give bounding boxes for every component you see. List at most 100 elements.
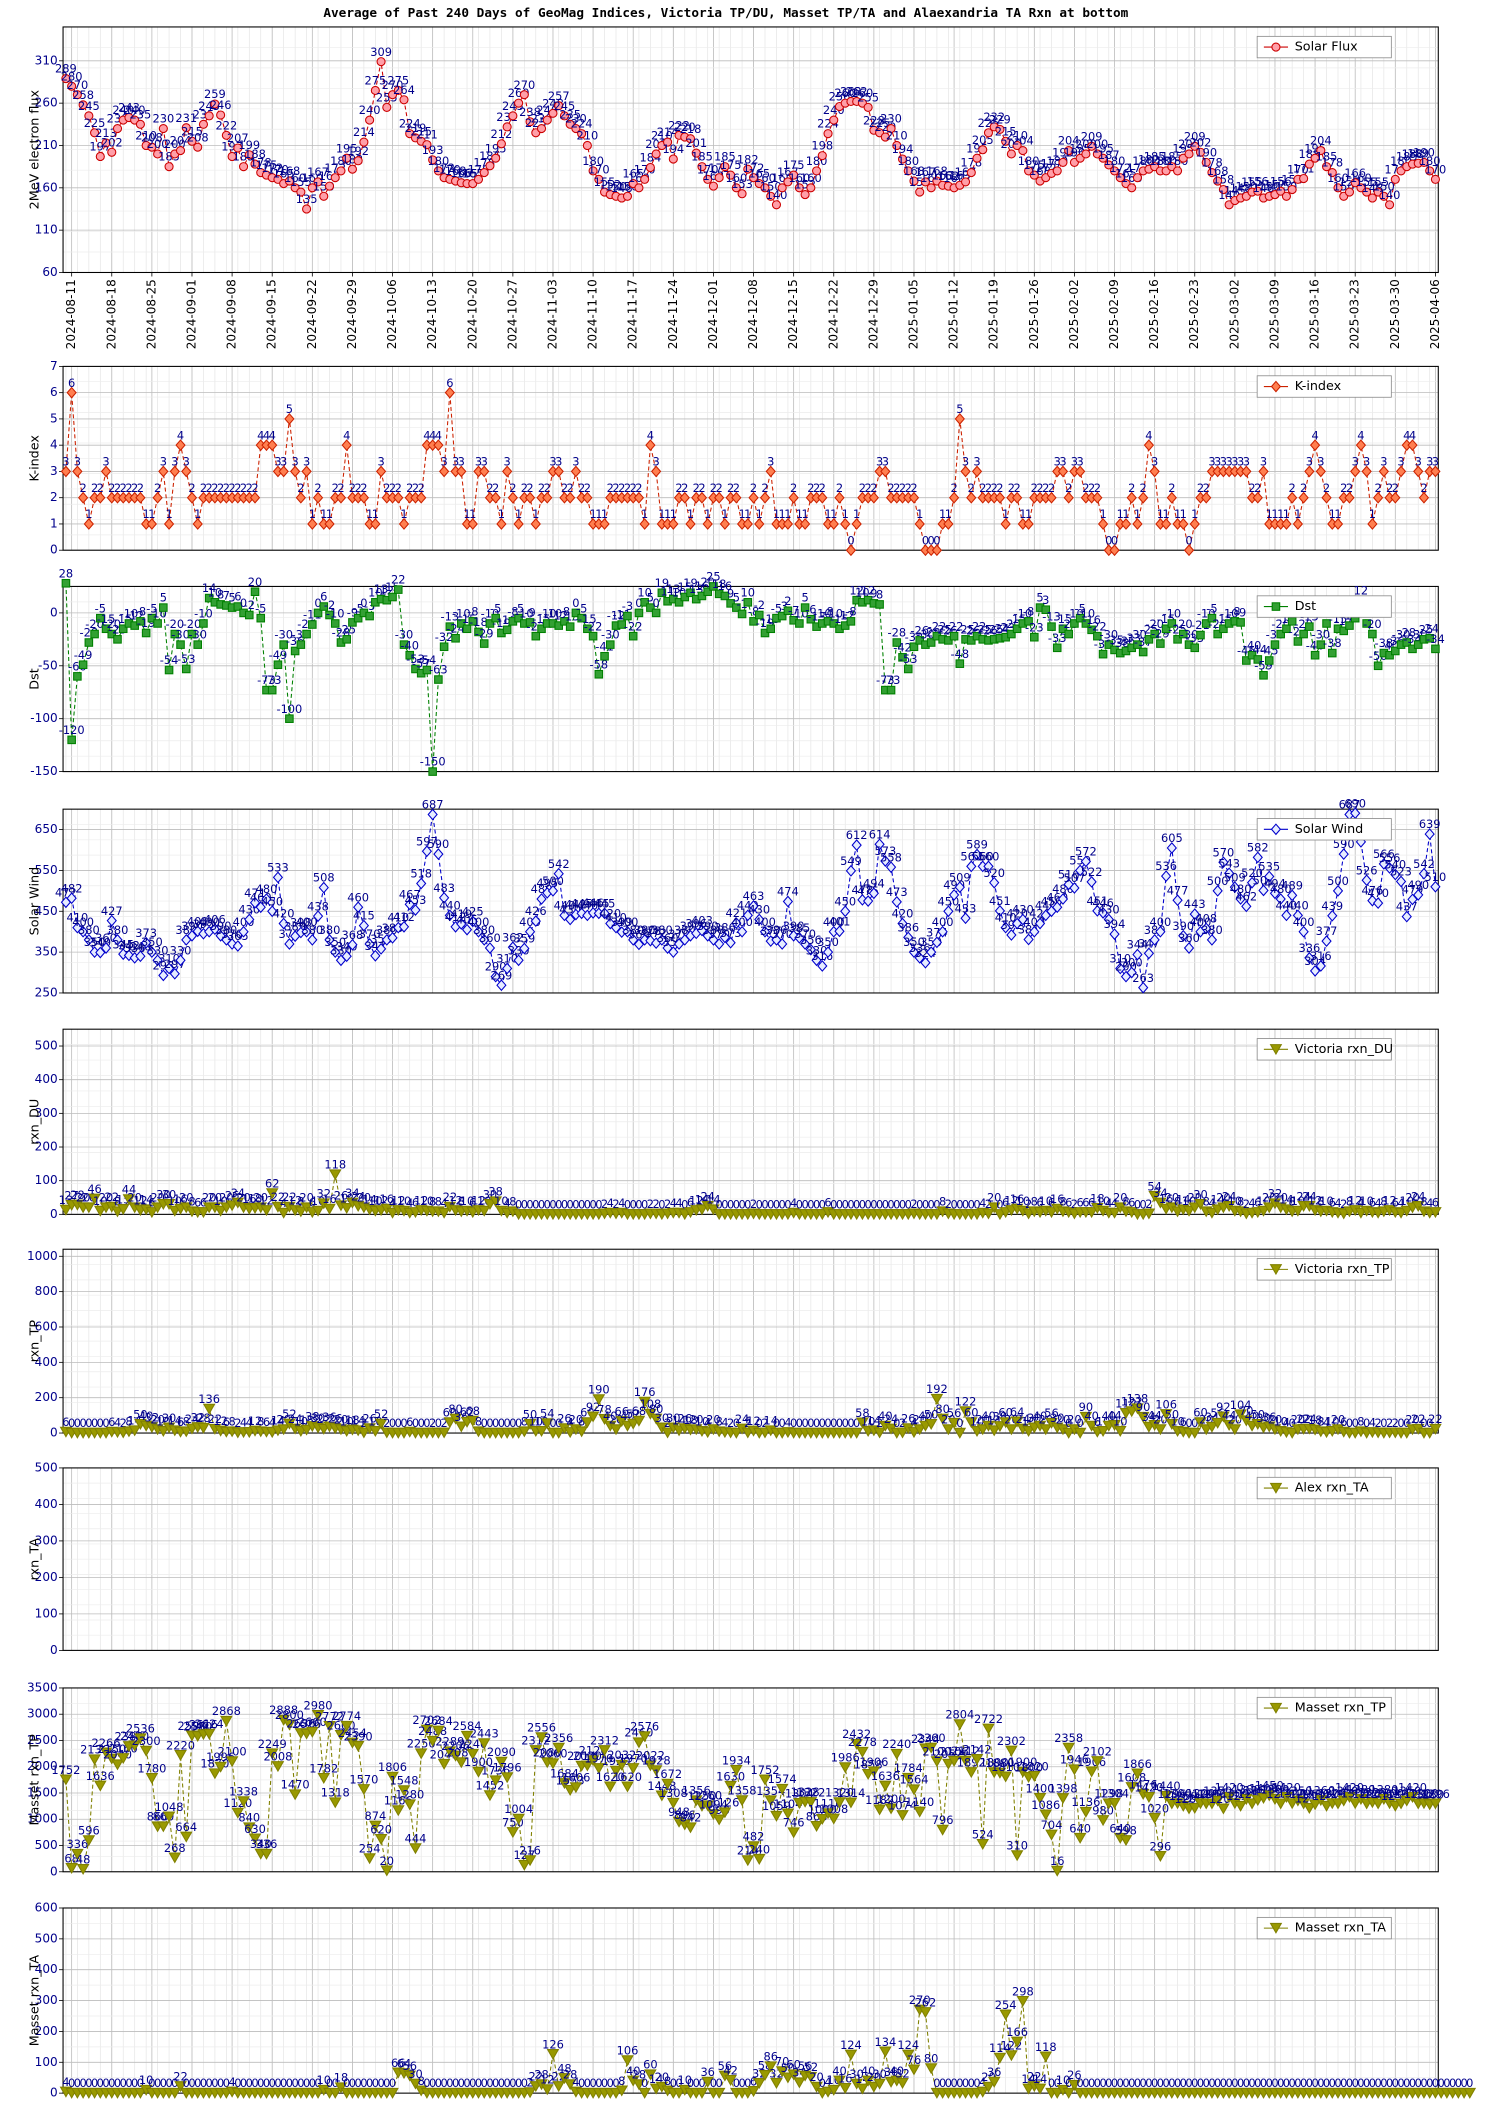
- data-label: 330: [170, 943, 192, 957]
- data-label: -73: [882, 673, 901, 687]
- data-point: [812, 166, 822, 176]
- data-label: 170: [697, 162, 719, 176]
- data-label: -8: [1023, 604, 1034, 618]
- data-label: 443: [1184, 897, 1206, 911]
- data-label: 48: [76, 1852, 91, 1866]
- data-label: -8: [845, 604, 856, 618]
- data-label: 2: [188, 481, 195, 495]
- data-label: 690: [1344, 796, 1366, 810]
- data-label: 1: [1002, 507, 1009, 521]
- data-label: 3: [1415, 455, 1422, 469]
- x-tick-label: 2024-12-08: [746, 279, 760, 349]
- y-tick-label: 60: [42, 265, 57, 279]
- data-label: 2: [1145, 1197, 1152, 1211]
- data-label: 2: [1140, 481, 1147, 495]
- data-label: 474: [777, 885, 799, 899]
- x-tick-label: 2024-10-06: [385, 279, 399, 349]
- data-point: [267, 685, 277, 695]
- data-point: [554, 101, 564, 111]
- data-label: 3: [572, 455, 579, 469]
- data-point: [84, 111, 94, 121]
- data-label: 1: [498, 507, 505, 521]
- data-point: [582, 140, 592, 151]
- data-label: 2774: [332, 1709, 361, 1723]
- data-label: 4: [269, 428, 276, 442]
- data-label: 2: [137, 481, 144, 495]
- data-label: 168: [445, 164, 467, 178]
- legend-label: K-index: [1295, 379, 1342, 394]
- data-label: 1: [1191, 507, 1198, 521]
- data-label: 5: [160, 591, 167, 605]
- data-label: 220: [674, 120, 696, 134]
- data-label: 193: [422, 143, 444, 157]
- data-point: [1173, 166, 1183, 176]
- data-point: [342, 635, 351, 644]
- data-label: 3: [1042, 593, 1049, 607]
- data-point: [84, 638, 94, 647]
- data-label: 2090: [487, 1745, 516, 1759]
- data-label: 268: [164, 1841, 186, 1855]
- data-label: 2: [761, 481, 768, 495]
- data-label: 2360: [917, 1731, 946, 1745]
- data-label: 2: [1168, 481, 1175, 495]
- data-label: 240: [124, 103, 146, 117]
- data-point: [433, 166, 443, 176]
- data-label: 2: [79, 481, 86, 495]
- data-point: [1431, 644, 1440, 654]
- data-point: [1138, 647, 1148, 657]
- data-label: 230: [880, 112, 902, 126]
- data-label: 473: [886, 885, 908, 899]
- data-label: 3: [183, 455, 190, 469]
- data-label: 1: [1180, 507, 1187, 521]
- data-label: 427: [101, 904, 123, 918]
- data-label: 165: [748, 167, 770, 181]
- data-label: -48: [951, 647, 970, 661]
- data-label: 2390: [344, 1729, 373, 1743]
- data-point: [691, 148, 701, 158]
- data-label: 150: [605, 179, 627, 193]
- data-label: 1: [601, 507, 608, 521]
- data-label: 1004: [504, 1802, 533, 1816]
- data-point: [244, 150, 254, 160]
- data-label: 204: [170, 134, 192, 148]
- data-label: 207: [227, 131, 249, 145]
- data-point: [324, 181, 335, 191]
- data-label: 228: [863, 113, 885, 127]
- data-label: 192: [926, 1382, 948, 1396]
- data-label: 155: [290, 175, 312, 189]
- data-point: [697, 162, 707, 172]
- data-label: 2: [681, 481, 688, 495]
- x-tick-label: 2024-09-08: [225, 279, 239, 349]
- data-point: [90, 629, 99, 639]
- data-point: [1264, 656, 1274, 665]
- data-label: 2722: [974, 1712, 1003, 1726]
- data-point: [1281, 191, 1291, 201]
- data-label: 2: [526, 481, 533, 495]
- data-label: 2278: [848, 1735, 877, 1749]
- data-label: 2008: [263, 1749, 292, 1763]
- data-label: 155: [594, 175, 616, 189]
- x-tick-label: 2025-02-23: [1187, 279, 1201, 349]
- data-label: 22: [391, 573, 406, 587]
- x-tick-label: 2024-09-15: [265, 279, 279, 349]
- data-label: 6: [1432, 1195, 1439, 1209]
- data-label: 240: [748, 1842, 770, 1856]
- data-label: 140: [1379, 188, 1401, 202]
- data-label: 535: [1258, 860, 1280, 874]
- data-point: [720, 162, 730, 172]
- data-label: 2: [1065, 481, 1072, 495]
- data-label: 508: [313, 871, 335, 885]
- data-point: [141, 628, 151, 638]
- data-point: [307, 183, 317, 193]
- data-label: 0: [847, 533, 854, 547]
- data-label: 2: [1374, 481, 1381, 495]
- data-label: 222: [215, 118, 237, 132]
- data-label: 2: [950, 481, 957, 495]
- data-label: 257: [548, 89, 570, 103]
- legend-marker: [1271, 602, 1281, 611]
- data-label: 20: [380, 1854, 395, 1868]
- data-point: [708, 181, 718, 191]
- data-label: 415: [353, 909, 375, 923]
- data-label: 20: [248, 575, 262, 589]
